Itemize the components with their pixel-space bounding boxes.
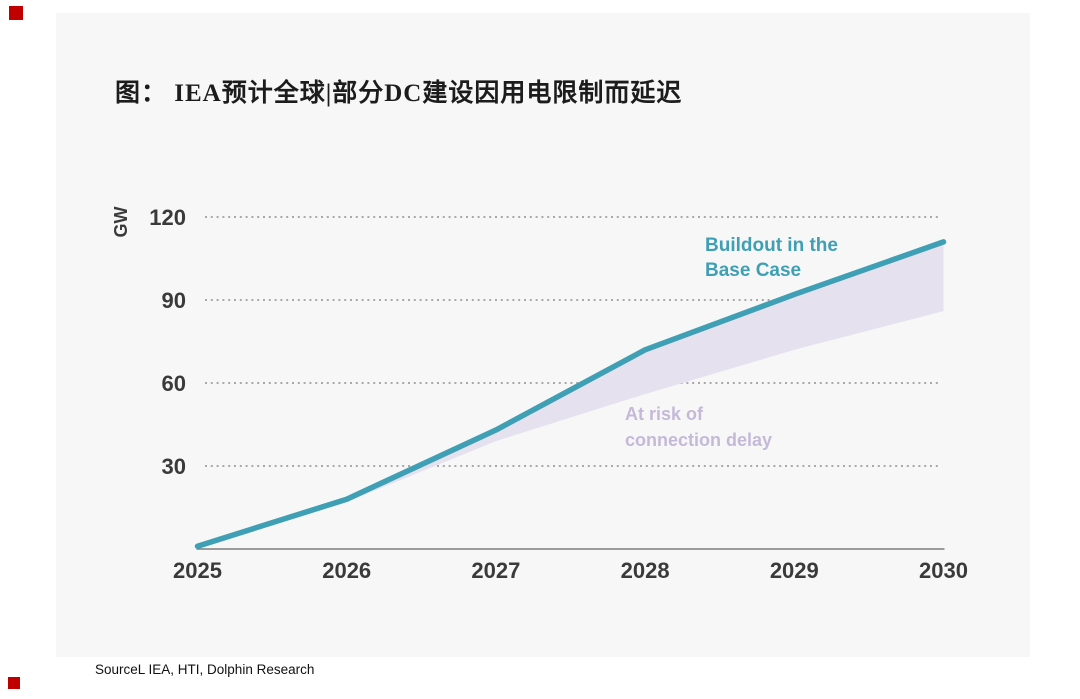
y-tick-label: 60 [162,371,186,396]
annotation-at-risk-line1: At risk of [625,404,704,424]
y-tick-label: 30 [162,454,186,479]
at-risk-area [197,241,944,547]
red-corner-marker-bottom [8,677,20,689]
red-corner-marker-top [9,6,23,20]
base-case-line [194,239,947,549]
source-note: SourceL IEA, HTI, Dolphin Research [95,662,315,677]
chart-title: 图： IEA预计全球|部分DC建设因用电限制而延迟 [115,80,683,107]
y-tick-label: 90 [162,288,186,313]
x-tick-label: 2030 [919,558,968,583]
annotation-base-case-line1: Buildout in the [705,235,838,256]
x-tick-label: 2028 [621,558,670,583]
x-tick-label: 2025 [173,558,222,583]
annotation-at-risk-line2: connection delay [625,430,773,450]
x-tick-label: 2027 [471,558,520,583]
annotation-base-case-line2: Base Case [705,260,802,281]
y-axis-unit-label: GW [111,206,131,237]
y-tick-label: 120 [149,205,186,230]
annotation-at-risk: At risk of connection delay [625,401,772,453]
x-tick-label: 2029 [770,558,819,583]
x-tick-label: 2026 [322,558,371,583]
annotation-base-case: Buildout in the Base Case [705,233,838,283]
